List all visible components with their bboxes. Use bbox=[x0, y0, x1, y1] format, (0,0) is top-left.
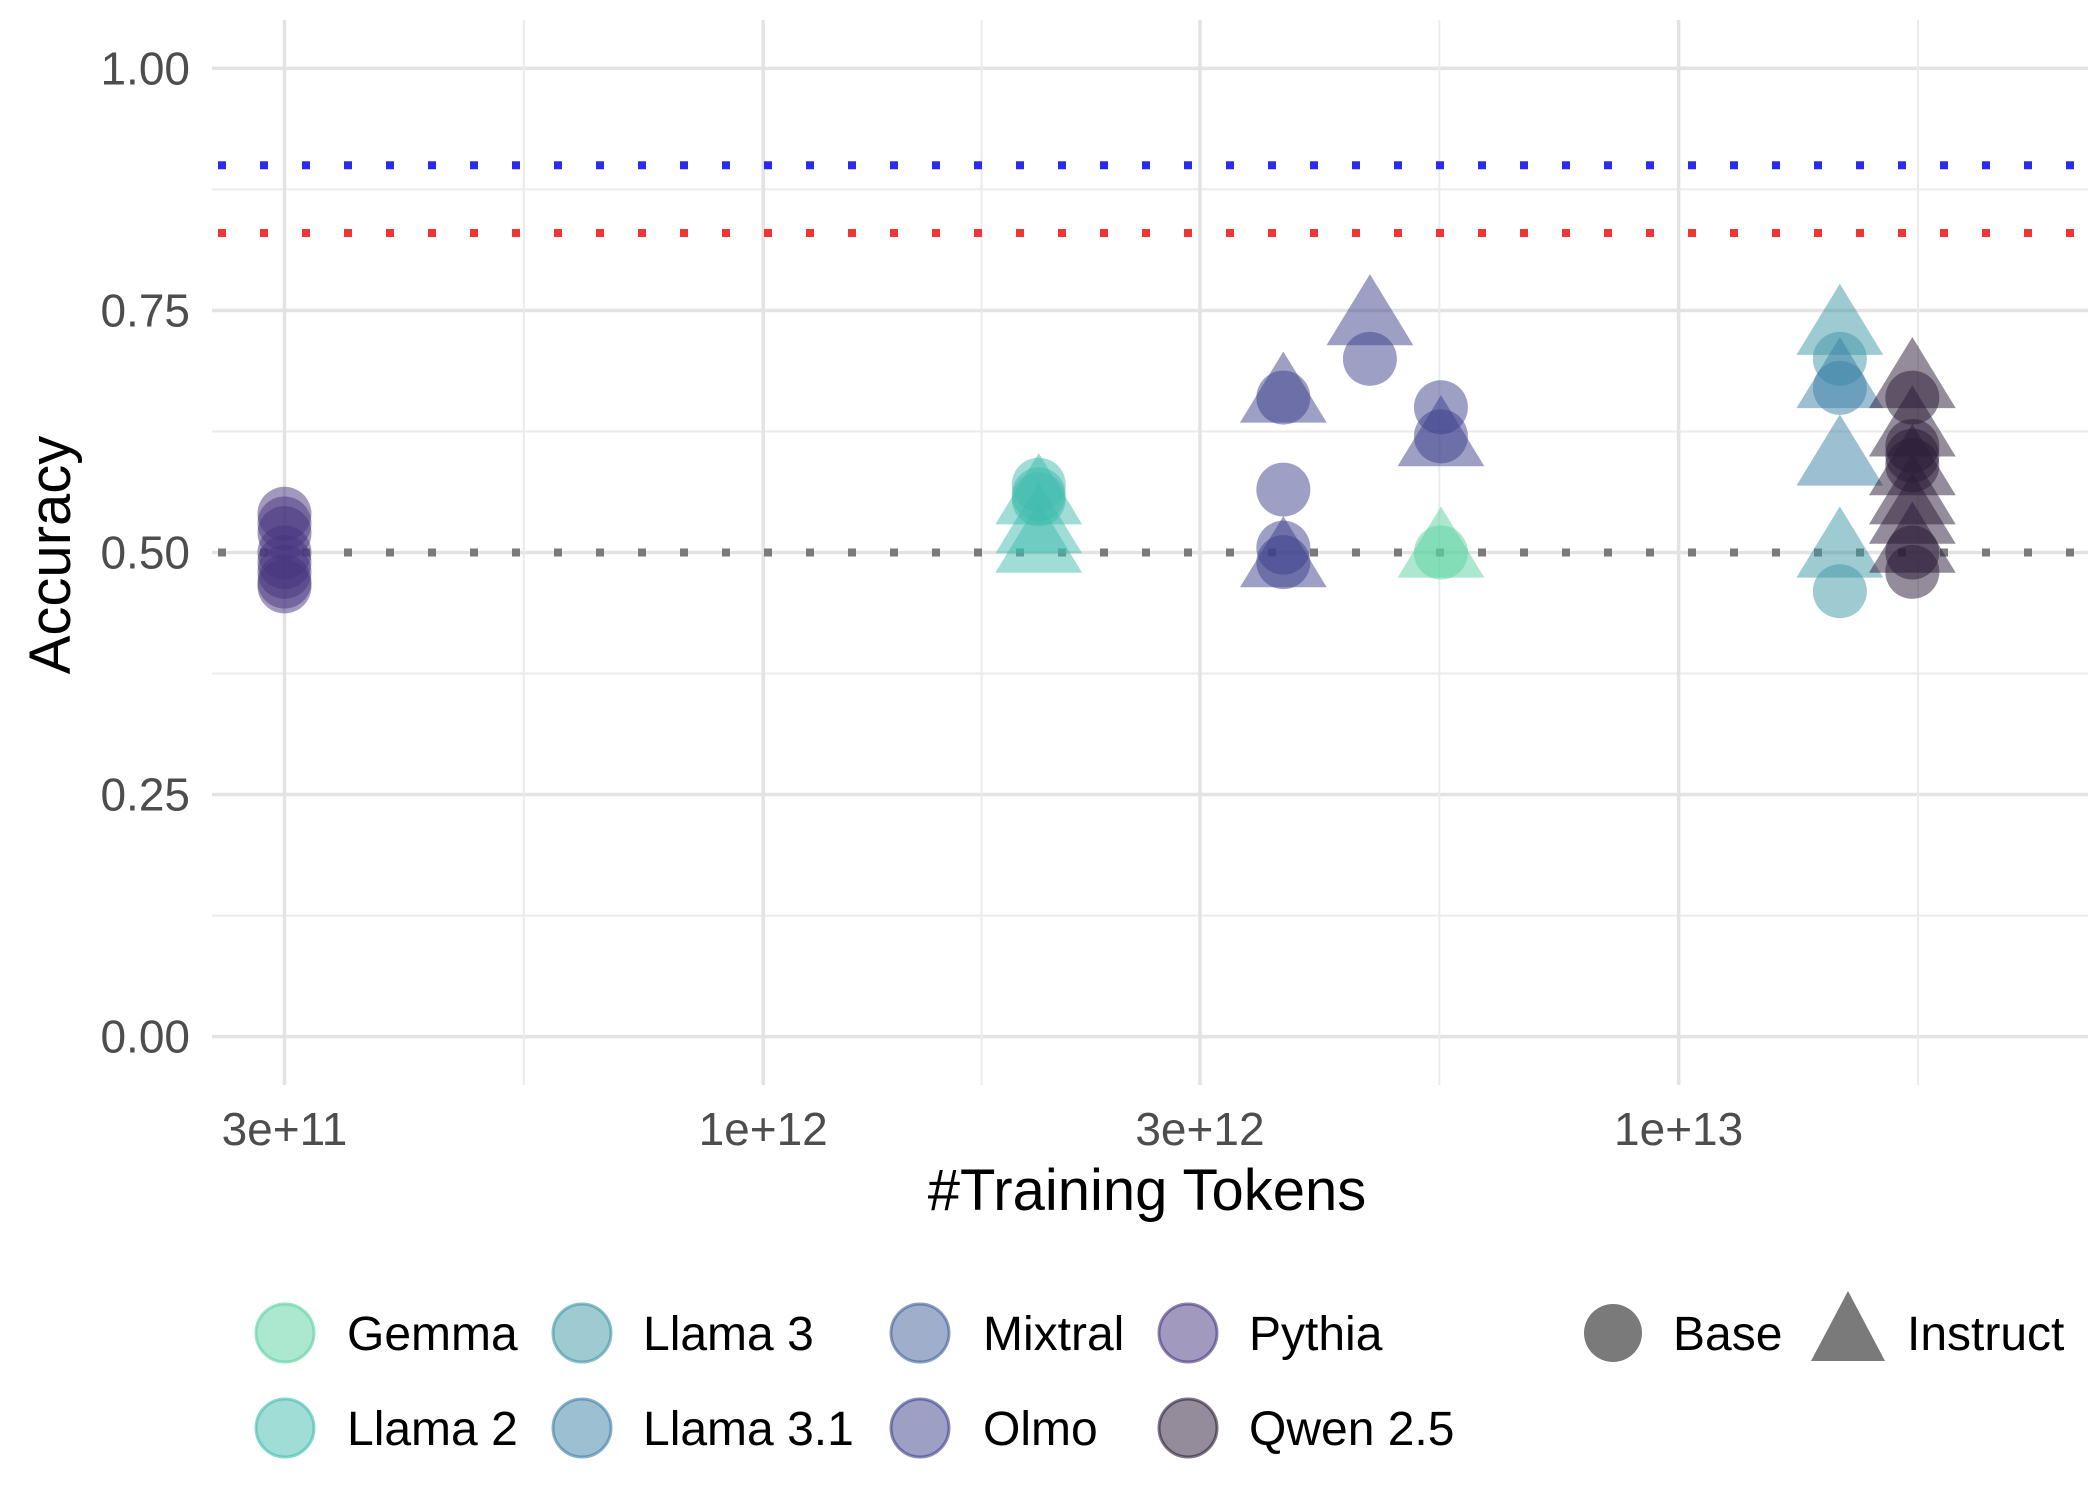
data-point-instruct bbox=[1868, 385, 1956, 457]
x-tick-label: 3e+11 bbox=[222, 1103, 348, 1155]
y-axis-ticks: 0.00 0.25 0.50 0.75 1.00 bbox=[100, 42, 190, 1062]
legend-label-instruct: Instruct bbox=[1907, 1308, 2064, 1361]
data-point-base bbox=[257, 559, 312, 614]
data-point-instruct bbox=[1868, 501, 1956, 573]
data-point-instruct bbox=[1239, 516, 1327, 588]
legend-key-model bbox=[254, 1302, 316, 1364]
legend: Gemma Llama 2 Llama 3 Llama 3.1 Mixtral Olmo P… bbox=[254, 1291, 2064, 1459]
legend-key-model bbox=[889, 1302, 951, 1364]
x-axis-title: #Training Tokens bbox=[928, 1158, 1366, 1223]
data-point-instruct bbox=[1397, 395, 1485, 467]
legend-label-model: Llama 3.1 bbox=[643, 1403, 854, 1456]
legend-label-model: Mixtral bbox=[983, 1308, 1124, 1361]
data-point-instruct bbox=[995, 501, 1083, 573]
legend-label-model: Qwen 2.5 bbox=[1249, 1403, 1454, 1456]
data-point-base bbox=[1256, 462, 1311, 517]
legend-label-model: Pythia bbox=[1249, 1308, 1383, 1361]
legend-label-model: Olmo bbox=[983, 1403, 1098, 1456]
x-tick-label: 1e+13 bbox=[1614, 1103, 1743, 1155]
x-tick-label: 1e+12 bbox=[699, 1103, 828, 1155]
legend-label-base: Base bbox=[1673, 1308, 1782, 1361]
legend-key-model bbox=[254, 1397, 316, 1459]
reference-lines bbox=[212, 161, 2088, 557]
data-point-base bbox=[1342, 331, 1397, 386]
legend-key-instruct bbox=[1811, 1291, 1885, 1361]
y-tick-label: 0.75 bbox=[100, 284, 190, 336]
data-points bbox=[257, 274, 1956, 619]
x-axis-ticks: 3e+11 1e+12 3e+12 1e+13 bbox=[222, 1103, 1744, 1155]
data-point-base bbox=[1812, 564, 1867, 619]
data-point-instruct bbox=[1239, 351, 1327, 423]
y-axis-title: Accuracy bbox=[18, 436, 83, 675]
x-tick-label: 3e+12 bbox=[1135, 1103, 1264, 1155]
legend-key-model bbox=[551, 1397, 613, 1459]
data-point-instruct bbox=[1796, 506, 1884, 578]
legend-key-model bbox=[889, 1397, 951, 1459]
data-point-instruct bbox=[1796, 336, 1884, 409]
y-tick-label: 0.00 bbox=[100, 1011, 190, 1063]
legend-label-model: Gemma bbox=[347, 1308, 518, 1361]
data-point-instruct bbox=[1868, 336, 1956, 409]
data-point-instruct bbox=[1326, 274, 1414, 346]
legend-key-model bbox=[1157, 1302, 1219, 1364]
legend-key-model bbox=[1157, 1397, 1219, 1459]
data-point-instruct bbox=[1796, 414, 1884, 486]
data-point-instruct bbox=[1796, 283, 1884, 355]
legend-label-model: Llama 2 bbox=[347, 1403, 518, 1456]
y-tick-label: 0.50 bbox=[100, 527, 190, 579]
data-point-instruct bbox=[1397, 506, 1485, 578]
y-tick-label: 0.25 bbox=[100, 769, 190, 821]
y-tick-label: 1.00 bbox=[100, 42, 190, 94]
legend-key-base bbox=[1584, 1304, 1642, 1362]
legend-key-model bbox=[551, 1302, 613, 1364]
legend-label-model: Llama 3 bbox=[643, 1308, 814, 1361]
